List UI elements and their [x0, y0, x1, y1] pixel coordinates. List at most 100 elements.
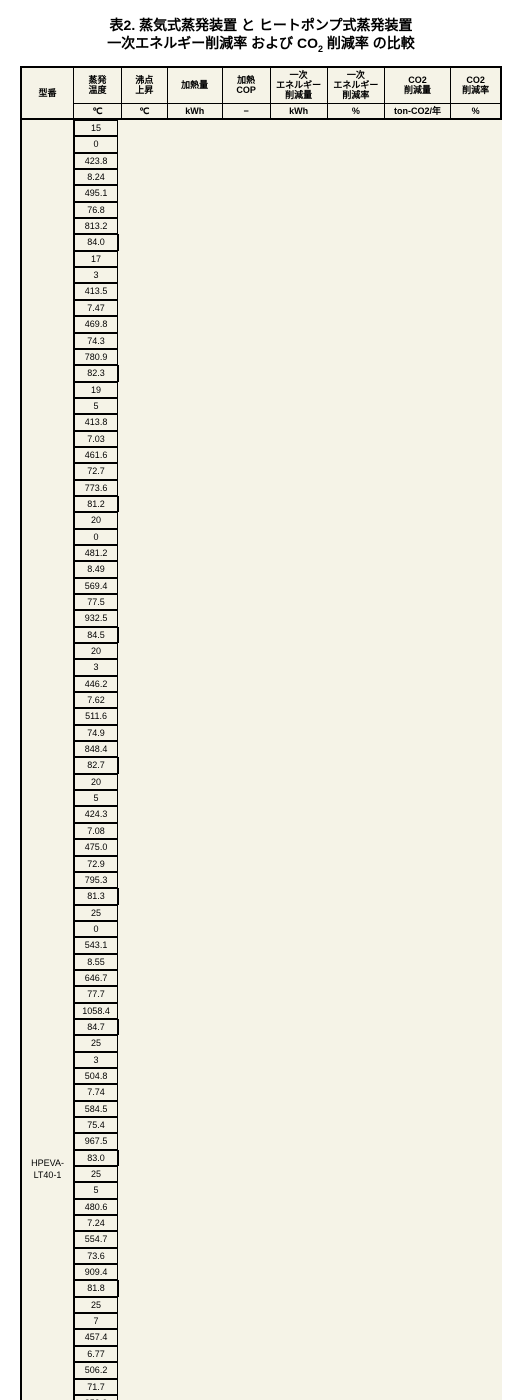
data-cell: 469.8	[74, 316, 118, 332]
data-cell: 84.0	[74, 234, 119, 250]
data-cell: 25	[74, 1297, 118, 1313]
data-cell: 413.5	[74, 283, 118, 299]
col-pe-red-amt: 一次エネルギー削減量	[270, 67, 327, 104]
data-cell: 5	[74, 1182, 118, 1198]
data-cell: 932.5	[74, 610, 118, 626]
data-cell: 457.4	[74, 1329, 118, 1345]
data-cell: 82.7	[74, 757, 119, 773]
col-co2-red-amt: CO2削減量	[384, 67, 450, 104]
data-cell: 3	[74, 1052, 118, 1068]
data-cell: 475.0	[74, 839, 118, 855]
table-row: 205424.37.08475.072.9795.381.3	[21, 774, 501, 905]
data-cell: 461.6	[74, 447, 118, 463]
data-cell: 7.08	[74, 823, 118, 839]
col-pe-red-rate: 一次エネルギー削減率	[327, 67, 384, 104]
data-cell: 0	[74, 529, 118, 545]
title-line1: 表2. 蒸気式蒸発装置 と ヒートポンプ式蒸発装置	[110, 17, 413, 33]
data-cell: 5	[74, 790, 118, 806]
data-cell: 5	[74, 398, 118, 414]
data-cell: 77.7	[74, 986, 118, 1002]
data-cell: 75.4	[74, 1117, 118, 1133]
data-cell: 74.9	[74, 725, 118, 741]
data-cell: 584.5	[74, 1101, 118, 1117]
col-co2-red-rate: CO2削減率	[451, 67, 501, 104]
unit-pe-red-amt: kWh	[270, 103, 327, 119]
data-cell: 82.3	[74, 365, 119, 381]
data-cell: 81.3	[74, 888, 119, 904]
data-cell: 72.7	[74, 463, 118, 479]
data-cell: 17	[74, 251, 118, 267]
data-cell: 77.5	[74, 594, 118, 610]
data-cell: 71.7	[74, 1379, 118, 1395]
data-cell: 413.8	[74, 414, 118, 430]
unit-pe-red-rate: %	[327, 103, 384, 119]
table-row: 250543.18.55646.777.71058.484.7	[21, 905, 501, 1036]
col-boil-rise: 沸点上昇	[122, 67, 168, 104]
data-cell: 6.77	[74, 1346, 118, 1362]
unit-heat-cop: −	[222, 103, 270, 119]
data-cell: 424.3	[74, 806, 118, 822]
table-row: HPEVA-LT40-1150423.88.24495.176.8813.284…	[21, 119, 501, 251]
data-cell: 8.49	[74, 561, 118, 577]
data-cell: 25	[74, 905, 118, 921]
data-cell: 554.7	[74, 1231, 118, 1247]
data-cell: 848.4	[74, 741, 118, 757]
data-cell: 446.2	[74, 676, 118, 692]
data-cell: 569.4	[74, 578, 118, 594]
data-cell: 813.2	[74, 218, 118, 234]
comparison-table: 型番蒸発温度沸点上昇加熱量加熱COP一次エネルギー削減量一次エネルギー削減率CO…	[20, 66, 502, 1400]
data-cell: 481.2	[74, 545, 118, 561]
table-row: 253504.87.74584.575.4967.583.0	[21, 1035, 501, 1166]
data-cell: 20	[74, 774, 118, 790]
unit-evap-temp: ℃	[74, 103, 122, 119]
data-cell: 25	[74, 1166, 118, 1182]
table-row: 195413.87.03461.672.7773.681.2	[21, 382, 501, 513]
data-cell: 73.6	[74, 1248, 118, 1264]
data-cell: 967.5	[74, 1133, 118, 1149]
data-cell: 0	[74, 921, 118, 937]
data-cell: 646.7	[74, 970, 118, 986]
data-cell: 0	[74, 136, 118, 152]
title-line2: 一次エネルギー削減率 および CO2 削減率 の比較	[107, 35, 415, 51]
data-cell: 81.8	[74, 1280, 119, 1296]
data-cell: 25	[74, 1035, 118, 1051]
unit-boil-rise: ℃	[122, 103, 168, 119]
data-cell: 7	[74, 1313, 118, 1329]
table-row: 173413.57.47469.874.3780.982.3	[21, 251, 501, 382]
data-cell: 795.3	[74, 872, 118, 888]
data-cell: 3	[74, 659, 118, 675]
table-row: 200481.28.49569.477.5932.584.5	[21, 512, 501, 643]
data-cell: 423.8	[74, 153, 118, 169]
data-cell: 1058.4	[74, 1003, 118, 1019]
data-cell: 84.5	[74, 627, 119, 643]
table-row: 203446.27.62511.674.9848.482.7	[21, 643, 501, 774]
data-cell: 853.3	[74, 1395, 118, 1400]
data-cell: 84.7	[74, 1019, 119, 1035]
unit-heat-amt: kWh	[167, 103, 222, 119]
data-cell: 20	[74, 643, 118, 659]
col-heat-cop: 加熱COP	[222, 67, 270, 104]
col-model: 型番	[21, 67, 74, 119]
data-cell: 83.0	[74, 1150, 119, 1166]
data-cell: 7.47	[74, 300, 118, 316]
data-cell: 19	[74, 382, 118, 398]
table-row: 257457.46.77506.271.7853.380.5	[21, 1297, 501, 1400]
data-cell: 74.3	[74, 333, 118, 349]
data-cell: 511.6	[74, 708, 118, 724]
data-cell: 15	[74, 120, 118, 136]
data-cell: 504.8	[74, 1068, 118, 1084]
data-cell: 8.24	[74, 169, 118, 185]
data-cell: 20	[74, 512, 118, 528]
data-cell: 909.4	[74, 1264, 118, 1280]
data-cell: 72.9	[74, 856, 118, 872]
data-cell: 480.6	[74, 1199, 118, 1215]
data-cell: 7.03	[74, 431, 118, 447]
data-cell: 7.74	[74, 1084, 118, 1100]
col-heat-amt: 加熱量	[167, 67, 222, 104]
data-cell: 8.55	[74, 954, 118, 970]
unit-co2-red-rate: %	[451, 103, 501, 119]
data-cell: 506.2	[74, 1362, 118, 1378]
data-cell: 7.24	[74, 1215, 118, 1231]
table-title: 表2. 蒸気式蒸発装置 と ヒートポンプ式蒸発装置 一次エネルギー削減率 および…	[20, 16, 502, 56]
table-row: 255480.67.24554.773.6909.481.8	[21, 1166, 501, 1297]
